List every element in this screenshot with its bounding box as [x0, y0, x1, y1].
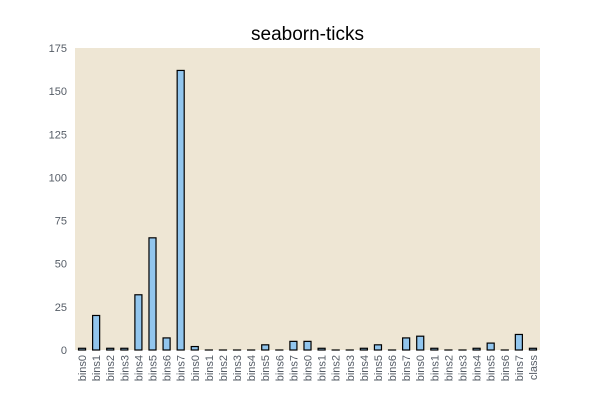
bar — [528, 347, 538, 351]
y-tick-label: 50 — [55, 259, 67, 271]
x-tick-label: bins0 — [303, 355, 315, 381]
bar — [162, 337, 171, 351]
x-tick-label: bins7 — [514, 355, 526, 381]
bar — [134, 294, 143, 351]
x-tick-label: bins3 — [345, 355, 357, 381]
bar — [430, 347, 439, 351]
y-tick-label: 150 — [49, 86, 67, 98]
plot-area — [75, 48, 540, 350]
y-tick-label: 125 — [49, 129, 67, 141]
x-tick-label: bins5 — [486, 355, 498, 381]
x-tick-label: bins6 — [387, 355, 399, 381]
x-tick-label: bins0 — [77, 355, 89, 381]
x-tick-label: bins6 — [274, 355, 286, 381]
bar — [373, 344, 383, 351]
x-tick-label: bins1 — [204, 355, 216, 381]
bar — [289, 340, 298, 351]
x-tick-label: bins2 — [218, 355, 230, 381]
bar — [176, 69, 185, 351]
bar — [120, 347, 129, 351]
bar — [514, 333, 523, 351]
x-tick-label: bins1 — [429, 355, 441, 381]
x-tick-label: bins1 — [91, 355, 103, 381]
y-axis: 0 25 50 75 100 125 150 175 — [49, 43, 67, 357]
bars — [77, 69, 538, 351]
x-tick-label: bins4 — [246, 355, 258, 381]
x-tick-label: bins2 — [105, 355, 117, 381]
x-tick-label: bins7 — [401, 355, 413, 381]
y-tick-label: 100 — [49, 172, 67, 184]
bar — [92, 314, 101, 351]
bar — [317, 347, 326, 351]
x-axis: bins0 bins1 bins2 bins3 bins4 bins5 bins6 bins7… — [77, 355, 540, 382]
bar — [148, 237, 157, 351]
x-tick-label: bins4 — [133, 355, 145, 381]
bar — [303, 340, 312, 351]
x-tick-label: bins6 — [162, 355, 174, 381]
x-tick-label: bins5 — [373, 355, 385, 381]
x-tick-label: bins2 — [331, 355, 343, 381]
x-tick-label: bins0 — [190, 355, 202, 381]
bar — [190, 345, 199, 351]
y-tick-label: 175 — [49, 43, 67, 55]
x-tick-label: bins0 — [415, 355, 427, 381]
x-tick-label: bins5 — [260, 355, 272, 381]
x-tick-label: bins6 — [500, 355, 512, 381]
x-tick-label: bins7 — [176, 355, 188, 381]
y-tick-label: 0 — [61, 345, 67, 357]
chart-title: seaborn-ticks — [251, 24, 364, 45]
bar — [472, 347, 481, 351]
x-tick-label: bins3 — [232, 355, 244, 381]
x-tick-label: bins4 — [472, 355, 484, 381]
bar — [106, 347, 115, 351]
x-tick-label: bins2 — [443, 355, 455, 381]
x-tick-label: bins5 — [148, 355, 160, 381]
bar — [77, 347, 87, 351]
bar — [416, 335, 425, 351]
x-tick-label: bins4 — [359, 355, 371, 381]
bar — [402, 337, 411, 351]
bar — [486, 342, 495, 351]
bar — [261, 344, 270, 351]
x-tick-label: class — [528, 355, 540, 381]
bar — [359, 347, 368, 351]
x-tick-label: bins3 — [458, 355, 470, 381]
x-tick-label: bins1 — [317, 355, 329, 381]
y-tick-label: 75 — [55, 216, 67, 228]
x-tick-label: bins3 — [119, 355, 131, 381]
y-tick-label: 25 — [55, 302, 67, 314]
x-tick-label: bins7 — [288, 355, 300, 381]
